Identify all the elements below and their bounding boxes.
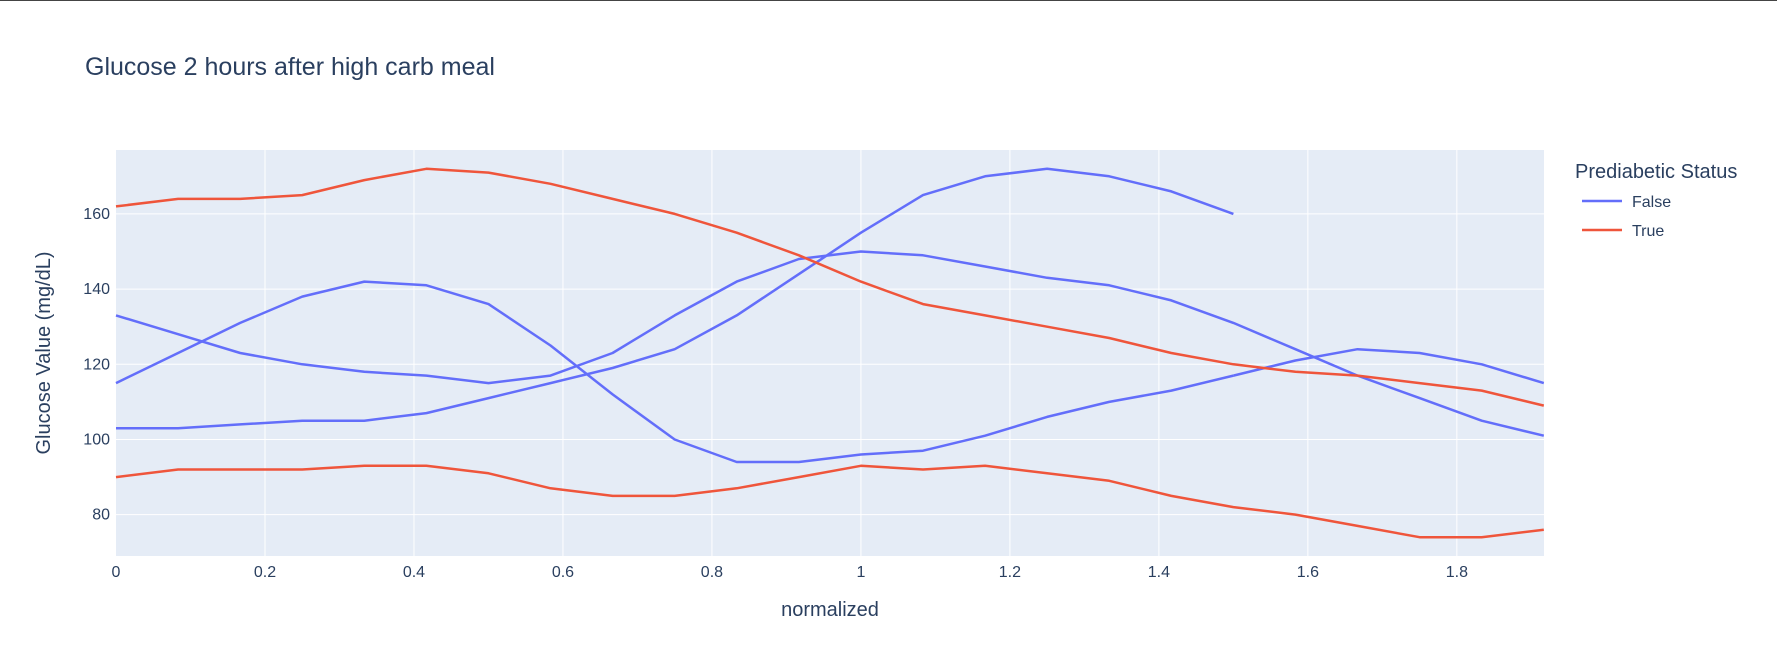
x-tick-label: 1 (856, 564, 865, 581)
y-tick-label: 100 (83, 431, 110, 448)
legend-label-false: False (1632, 194, 1671, 211)
x-axis-title: normalized (781, 599, 879, 621)
x-tick-label: 1.4 (1148, 564, 1170, 581)
series-line-false[interactable] (115, 250, 1545, 437)
y-tick-label: 140 (83, 281, 110, 298)
series-line-false[interactable] (115, 280, 1234, 464)
y-axis-ticks: 80 100 120 140 160 (83, 206, 110, 524)
x-axis-ticks: 0 0.2 0.4 0.6 0.8 1 1.2 1.4 1.6 1.8 (112, 564, 1469, 581)
x-tick-label: 0.2 (254, 564, 276, 581)
gridlines (116, 150, 1544, 556)
x-tick-label: 0.8 (701, 564, 723, 581)
chart-title: Glucose 2 hours after high carb meal (85, 53, 495, 81)
y-tick-label: 160 (83, 206, 110, 223)
series-line-true[interactable] (115, 464, 1544, 539)
top-border (0, 0, 1777, 1)
y-tick-label: 80 (92, 507, 110, 524)
legend-item-true[interactable]: True (1582, 223, 1664, 240)
legend-title: Prediabetic Status (1575, 161, 1737, 183)
x-tick-label: 1.8 (1446, 564, 1468, 581)
x-tick-label: 0.6 (552, 564, 574, 581)
series-line-true[interactable] (115, 167, 1545, 407)
x-tick-label: 1.6 (1297, 564, 1319, 581)
series-layer (115, 167, 1545, 539)
legend: Prediabetic Status False True (1575, 161, 1737, 240)
y-tick-label: 120 (83, 356, 110, 373)
x-tick-label: 0 (112, 564, 121, 581)
legend-item-false[interactable]: False (1582, 194, 1671, 211)
legend-label-true: True (1632, 223, 1664, 240)
x-tick-label: 0.4 (403, 564, 425, 581)
series-line-false[interactable] (116, 167, 1234, 430)
x-tick-label: 1.2 (999, 564, 1021, 581)
series-line-false[interactable] (1233, 347, 1545, 385)
y-axis-title: Glucose Value (mg/dL) (33, 251, 55, 454)
